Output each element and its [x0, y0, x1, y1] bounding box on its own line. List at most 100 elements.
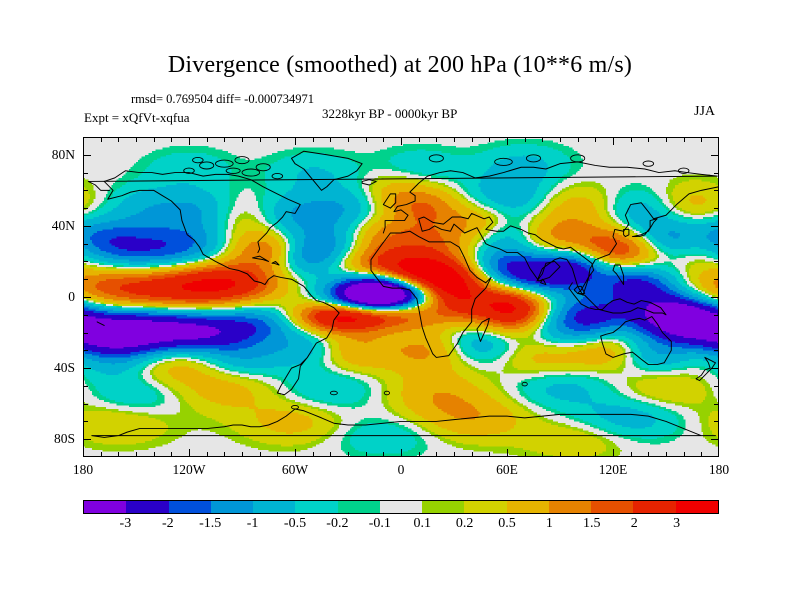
axis-tick: [295, 137, 296, 145]
coastline-path: [631, 218, 658, 238]
colorbar-band[interactable]: [675, 501, 718, 513]
coastline-path: [600, 316, 672, 366]
colorbar-tick-label: 0.1: [413, 516, 431, 531]
island-outline: [215, 159, 234, 168]
x-axis-label: 180: [708, 462, 730, 477]
colorbar-band[interactable]: [337, 501, 380, 513]
map-plot-area: [83, 137, 719, 457]
axis-tick: [684, 137, 685, 142]
axis-tick: [714, 315, 719, 316]
x-axis-label: 60E: [496, 462, 518, 477]
axis-tick: [666, 137, 667, 142]
axis-tick: [83, 333, 88, 334]
coastline-path: [361, 179, 377, 186]
axis-tick: [207, 452, 208, 457]
axis-tick: [171, 137, 172, 142]
x-axis-label: 0: [397, 462, 405, 477]
axis-tick: [383, 452, 384, 457]
axis-tick: [277, 452, 278, 457]
axis-tick: [136, 452, 137, 457]
period-annotation: 3228kyr BP - 0000kyr BP: [322, 106, 458, 121]
colorbar-tick-label: -0.5: [283, 516, 307, 531]
axis-tick: [83, 315, 88, 316]
island-outline: [677, 167, 690, 174]
contour-band: [83, 236, 719, 354]
axis-tick: [83, 244, 88, 245]
axis-tick: [101, 137, 102, 142]
axis-tick: [578, 452, 579, 457]
colorbar-band[interactable]: [548, 501, 592, 513]
axis-tick: [714, 333, 719, 334]
axis-tick: [83, 421, 88, 422]
coastline-path: [103, 170, 301, 254]
coastline-path: [103, 180, 340, 396]
axis-tick: [560, 137, 561, 142]
axis-tick: [83, 261, 88, 262]
x-axis-label: 60W: [281, 462, 309, 477]
island-outline: [525, 154, 542, 163]
x-axis-label: 120W: [172, 462, 206, 477]
colorbar-band[interactable]: [422, 501, 465, 513]
axis-tick: [83, 208, 88, 209]
axis-tick: [154, 452, 155, 457]
colorbar-band[interactable]: [126, 501, 169, 513]
colorbar-band[interactable]: [295, 501, 338, 513]
island-outline: [192, 157, 204, 164]
colorbar-band[interactable]: [210, 501, 254, 513]
colorbar-tick-label: 0.2: [455, 516, 474, 531]
island-outline: [199, 161, 215, 170]
colorbar-band[interactable]: [84, 501, 127, 513]
axis-tick: [383, 137, 384, 142]
axis-tick: [419, 137, 420, 142]
axis-tick: [83, 226, 91, 227]
axis-tick: [401, 137, 402, 145]
experiment-annotation: Expt = xQfVt-xqfua: [84, 110, 190, 125]
island-outline: [271, 173, 284, 180]
coastline-path: [252, 255, 269, 262]
rmsd-annotation: rmsd= 0.769504 diff= -0.000734971: [131, 92, 314, 106]
axis-tick: [171, 452, 172, 457]
axis-tick: [595, 137, 596, 142]
y-axis-label: 40S: [53, 360, 75, 376]
axis-tick: [714, 261, 719, 262]
axis-tick: [101, 452, 102, 457]
axis-tick: [578, 137, 579, 142]
axis-tick: [542, 452, 543, 457]
island-outline: [428, 154, 444, 163]
colorbar-band[interactable]: [168, 501, 211, 513]
axis-tick: [348, 137, 349, 142]
colorbar-band[interactable]: [464, 501, 507, 513]
axis-tick: [454, 452, 455, 457]
contour-band: [95, 202, 629, 333]
colorbar-band[interactable]: [379, 501, 423, 513]
coastline-path: [290, 150, 363, 191]
axis-tick: [613, 137, 614, 145]
colorbar-band[interactable]: [253, 501, 296, 513]
colorbar-band[interactable]: [633, 501, 676, 513]
colorbar[interactable]: [83, 500, 719, 514]
coastline-path: [96, 321, 105, 326]
coastline-path: [612, 264, 625, 286]
island-outline: [291, 405, 299, 410]
coastline-path: [87, 161, 718, 234]
axis-tick: [684, 452, 685, 457]
colorbar-tick-label: 0.5: [498, 516, 516, 531]
page-title: Divergence (smoothed) at 200 hPa (10**6 …: [167, 52, 633, 78]
axis-tick: [277, 137, 278, 142]
y-axis-label: 0: [68, 289, 75, 304]
axis-tick: [224, 452, 225, 457]
island-outline: [383, 390, 390, 396]
coastline-path: [91, 408, 716, 438]
axis-tick: [631, 452, 632, 457]
colorbar-band[interactable]: [506, 501, 549, 513]
island-outline: [234, 156, 250, 165]
axis-tick: [454, 137, 455, 142]
axis-tick: [242, 137, 243, 142]
axis-tick: [260, 452, 261, 457]
axis-tick: [83, 386, 88, 387]
axis-tick: [330, 452, 331, 457]
colorbar-band[interactable]: [591, 501, 634, 513]
axis-tick: [542, 137, 543, 142]
coastline-path: [540, 278, 547, 286]
arctic-islands: [183, 154, 690, 410]
